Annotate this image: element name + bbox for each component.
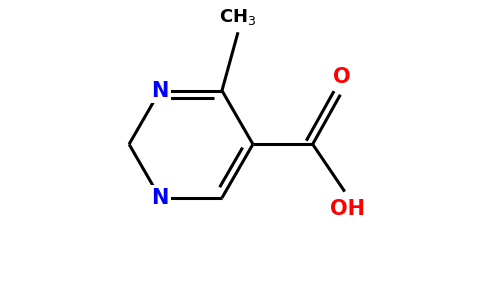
Text: CH$_3$: CH$_3$: [219, 7, 257, 27]
Text: OH: OH: [330, 199, 365, 219]
Text: N: N: [151, 188, 169, 208]
Text: N: N: [151, 81, 169, 100]
Text: O: O: [333, 68, 350, 87]
